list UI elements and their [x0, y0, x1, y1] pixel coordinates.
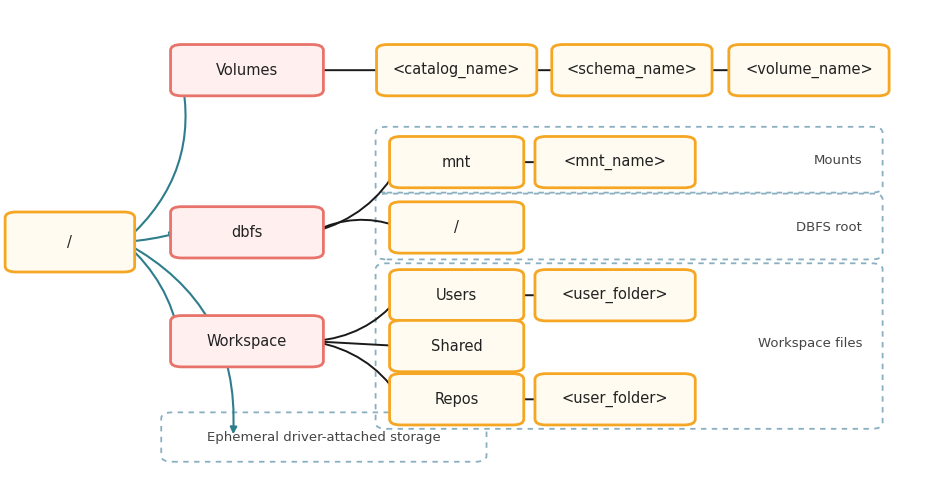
- Text: Mounts: Mounts: [814, 154, 862, 167]
- Text: <catalog_name>: <catalog_name>: [393, 62, 520, 78]
- Text: Shared: Shared: [431, 339, 483, 353]
- Text: <volume_name>: <volume_name>: [745, 62, 873, 78]
- Text: <mnt_name>: <mnt_name>: [564, 154, 666, 170]
- FancyBboxPatch shape: [729, 45, 889, 96]
- FancyBboxPatch shape: [5, 212, 135, 272]
- FancyBboxPatch shape: [377, 45, 537, 96]
- Text: DBFS root: DBFS root: [796, 221, 862, 234]
- Text: Workspace files: Workspace files: [758, 337, 862, 350]
- Text: Users: Users: [436, 288, 477, 302]
- FancyBboxPatch shape: [171, 45, 323, 96]
- Text: <schema_name>: <schema_name>: [567, 62, 697, 78]
- Text: /: /: [454, 220, 459, 235]
- Text: Workspace: Workspace: [207, 334, 287, 348]
- Text: Repos: Repos: [434, 392, 479, 407]
- FancyBboxPatch shape: [535, 136, 695, 188]
- Text: Ephemeral driver-attached storage: Ephemeral driver-attached storage: [208, 431, 441, 443]
- FancyBboxPatch shape: [390, 136, 524, 188]
- Text: Volumes: Volumes: [216, 63, 278, 77]
- FancyBboxPatch shape: [171, 207, 323, 258]
- FancyBboxPatch shape: [390, 320, 524, 372]
- Text: mnt: mnt: [442, 155, 472, 169]
- FancyBboxPatch shape: [390, 202, 524, 253]
- Text: <user_folder>: <user_folder>: [562, 391, 668, 408]
- FancyBboxPatch shape: [535, 270, 695, 321]
- Text: dbfs: dbfs: [231, 225, 263, 240]
- FancyBboxPatch shape: [390, 374, 524, 425]
- Text: <user_folder>: <user_folder>: [562, 287, 668, 303]
- FancyBboxPatch shape: [171, 316, 323, 367]
- Text: /: /: [67, 235, 73, 249]
- FancyBboxPatch shape: [535, 374, 695, 425]
- FancyBboxPatch shape: [390, 270, 524, 321]
- FancyBboxPatch shape: [552, 45, 712, 96]
